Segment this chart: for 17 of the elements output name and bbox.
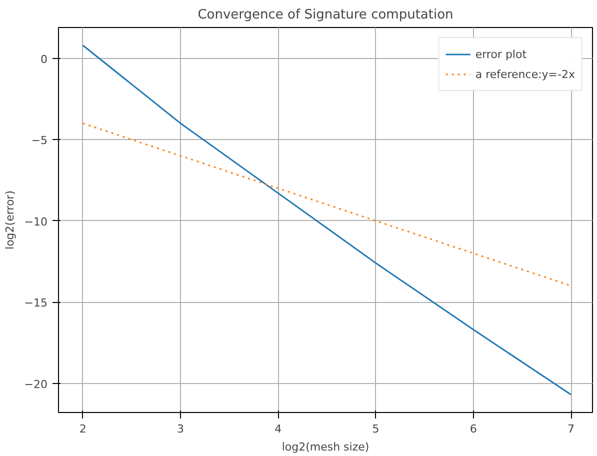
x-tick-label: 3 xyxy=(177,422,184,436)
legend-label: a reference:y=-2x xyxy=(475,68,575,80)
x-tick-label: 2 xyxy=(79,422,86,436)
y-tick-label: −10 xyxy=(24,215,48,228)
y-tick-label: −20 xyxy=(24,378,48,391)
y-axis-title: log2(error) xyxy=(3,190,16,250)
y-tick-label: −5 xyxy=(31,134,48,148)
x-tick-label: 5 xyxy=(372,422,380,436)
x-axis-title: log2(mesh size) xyxy=(282,440,370,454)
legend-label: error plot xyxy=(475,48,527,60)
y-tick-label: 0 xyxy=(40,52,48,66)
line-series xyxy=(82,122,572,287)
x-tick-label: 6 xyxy=(470,422,477,436)
chart-title: Convergence of Signature computation xyxy=(198,8,454,22)
x-tick-label: 4 xyxy=(274,422,282,436)
x-tick-label: 7 xyxy=(568,422,575,436)
y-tick-label: −15 xyxy=(24,296,48,310)
